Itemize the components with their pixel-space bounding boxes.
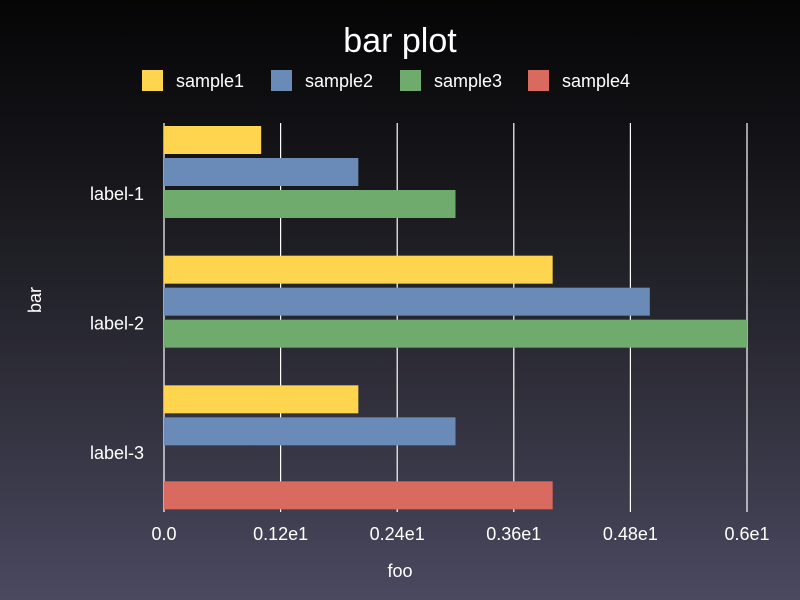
legend-label: sample1 — [176, 71, 244, 91]
bar-sample1-label-2 — [164, 255, 553, 284]
x-tick-label: 0.12e1 — [253, 524, 308, 544]
x-tick-label: 0.6e1 — [724, 524, 769, 544]
bar-sample2-label-2 — [164, 287, 650, 316]
bar-sample4-label-3 — [164, 481, 553, 510]
bar-sample1-label-3 — [164, 385, 359, 414]
y-tick-labels: label-1 label-2 label-3 — [90, 184, 144, 463]
legend-swatch-sample2 — [271, 70, 292, 91]
bar-sample3-label-1 — [164, 190, 456, 218]
legend-label: sample3 — [434, 71, 502, 91]
chart-title: bar plot — [343, 22, 457, 60]
x-tick-labels: 0.0 0.12e1 0.24e1 0.36e1 0.48e1 0.6e1 — [151, 524, 769, 544]
x-tick-label: 0.0 — [151, 524, 176, 544]
legend-swatch-sample1 — [142, 70, 163, 91]
bar-sample2-label-1 — [164, 158, 359, 186]
legend: sample1 sample2 sample3 sample4 — [142, 70, 630, 91]
y-tick-label: label-2 — [90, 314, 144, 334]
grid — [163, 123, 748, 512]
x-axis-label: foo — [387, 561, 412, 581]
bar-sample1-label-1 — [164, 126, 262, 154]
y-axis-label: bar — [25, 287, 45, 313]
legend-label: sample4 — [562, 71, 630, 91]
legend-swatch-sample3 — [400, 70, 421, 91]
legend-label: sample2 — [305, 71, 373, 91]
bar-sample3-label-2 — [164, 319, 747, 348]
x-tick-label: 0.48e1 — [603, 524, 658, 544]
x-tick-label: 0.36e1 — [486, 524, 541, 544]
legend-swatch-sample4 — [528, 70, 549, 91]
y-tick-label: label-3 — [90, 443, 144, 463]
bar-sample2-label-3 — [164, 417, 456, 446]
x-tick-label: 0.24e1 — [370, 524, 425, 544]
y-tick-label: label-1 — [90, 184, 144, 204]
bars — [164, 126, 747, 510]
